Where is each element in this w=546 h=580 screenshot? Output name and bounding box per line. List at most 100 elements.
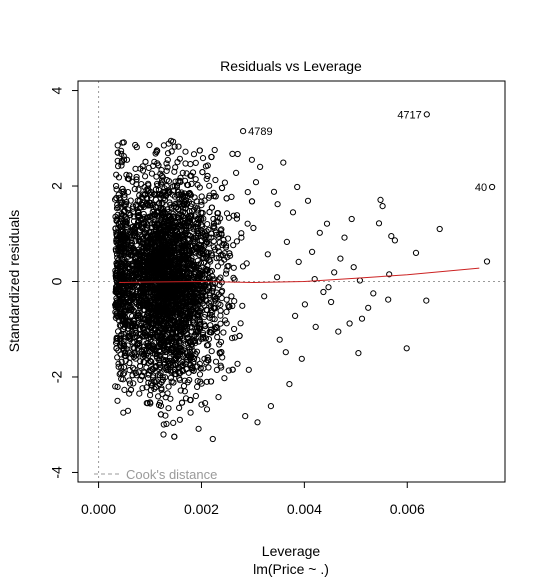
data-point bbox=[112, 383, 119, 390]
data-point bbox=[129, 223, 137, 230]
data-point bbox=[218, 251, 225, 258]
data-point bbox=[172, 371, 179, 378]
data-point bbox=[143, 328, 150, 335]
data-point bbox=[203, 175, 210, 182]
data-point bbox=[173, 343, 180, 350]
data-point bbox=[141, 359, 148, 366]
y-axis-label: Standardized residuals bbox=[6, 210, 22, 352]
data-point bbox=[193, 289, 200, 297]
data-point bbox=[231, 298, 238, 305]
data-point bbox=[173, 237, 180, 244]
data-point bbox=[165, 405, 172, 412]
data-point bbox=[148, 232, 155, 239]
data-point bbox=[217, 338, 225, 346]
data-point bbox=[186, 232, 193, 239]
data-point bbox=[115, 347, 122, 354]
data-point bbox=[159, 376, 166, 383]
data-point bbox=[216, 230, 223, 237]
data-point bbox=[153, 248, 160, 255]
data-point bbox=[171, 168, 178, 175]
data-point bbox=[155, 221, 162, 228]
data-point bbox=[122, 350, 129, 357]
data-point bbox=[122, 201, 130, 208]
data-point bbox=[219, 287, 226, 294]
data-point bbox=[196, 147, 203, 154]
data-point bbox=[160, 142, 167, 149]
data-point bbox=[154, 147, 161, 154]
data-point bbox=[149, 265, 156, 272]
data-point bbox=[233, 212, 241, 219]
data-point bbox=[146, 141, 153, 149]
data-point bbox=[289, 209, 297, 216]
data-point bbox=[219, 241, 226, 249]
data-point bbox=[158, 177, 166, 184]
data-point bbox=[304, 197, 312, 204]
data-point bbox=[164, 280, 171, 287]
data-point bbox=[188, 172, 195, 179]
data-point bbox=[146, 273, 153, 280]
data-point bbox=[113, 182, 120, 190]
data-point bbox=[244, 189, 251, 196]
data-point bbox=[154, 372, 162, 379]
data-point bbox=[164, 263, 171, 270]
data-point bbox=[137, 289, 144, 297]
data-point bbox=[204, 307, 211, 314]
data-point bbox=[113, 286, 120, 293]
data-point bbox=[320, 288, 327, 296]
data-point bbox=[126, 304, 133, 311]
data-point bbox=[223, 267, 230, 274]
data-point bbox=[127, 278, 134, 285]
data-point bbox=[242, 413, 249, 420]
data-point bbox=[114, 383, 121, 390]
data-point bbox=[229, 366, 236, 373]
data-point bbox=[134, 340, 141, 347]
data-point bbox=[213, 255, 220, 262]
data-point bbox=[223, 308, 230, 315]
plot-area: 4789 4717 40 bbox=[78, 81, 505, 482]
data-point bbox=[132, 292, 139, 299]
data-point bbox=[192, 392, 199, 400]
data-point bbox=[206, 192, 213, 199]
data-point bbox=[388, 233, 395, 240]
data-point bbox=[136, 390, 143, 397]
data-point bbox=[156, 329, 163, 336]
data-point bbox=[137, 300, 144, 307]
data-point bbox=[140, 252, 147, 259]
data-point bbox=[165, 338, 172, 345]
data-point bbox=[174, 257, 181, 264]
data-point bbox=[121, 237, 128, 244]
data-point bbox=[200, 259, 208, 266]
data-point bbox=[127, 386, 135, 393]
data-point bbox=[154, 182, 161, 189]
data-point bbox=[151, 330, 158, 337]
data-point bbox=[140, 279, 147, 286]
data-point bbox=[148, 170, 155, 177]
data-point bbox=[231, 325, 238, 333]
data-point bbox=[148, 324, 155, 331]
data-point bbox=[201, 271, 208, 278]
data-point bbox=[215, 218, 222, 225]
data-point bbox=[126, 390, 133, 397]
data-point bbox=[187, 354, 194, 361]
data-point bbox=[261, 293, 268, 300]
data-point bbox=[176, 344, 184, 351]
data-point bbox=[180, 200, 187, 207]
point-label: 4789 bbox=[248, 126, 272, 138]
data-point bbox=[191, 331, 198, 338]
data-point bbox=[375, 220, 383, 227]
data-point bbox=[198, 221, 205, 228]
data-point bbox=[134, 259, 142, 266]
data-point bbox=[123, 221, 130, 229]
data-point bbox=[206, 300, 213, 307]
data-point bbox=[173, 301, 180, 308]
data-point bbox=[186, 346, 193, 353]
data-point bbox=[155, 347, 163, 354]
data-point bbox=[171, 433, 178, 440]
data-point bbox=[276, 336, 283, 343]
data-point bbox=[244, 220, 251, 227]
data-point bbox=[165, 303, 172, 310]
data-point bbox=[164, 217, 172, 225]
data-point bbox=[218, 349, 225, 356]
data-point bbox=[228, 293, 235, 300]
